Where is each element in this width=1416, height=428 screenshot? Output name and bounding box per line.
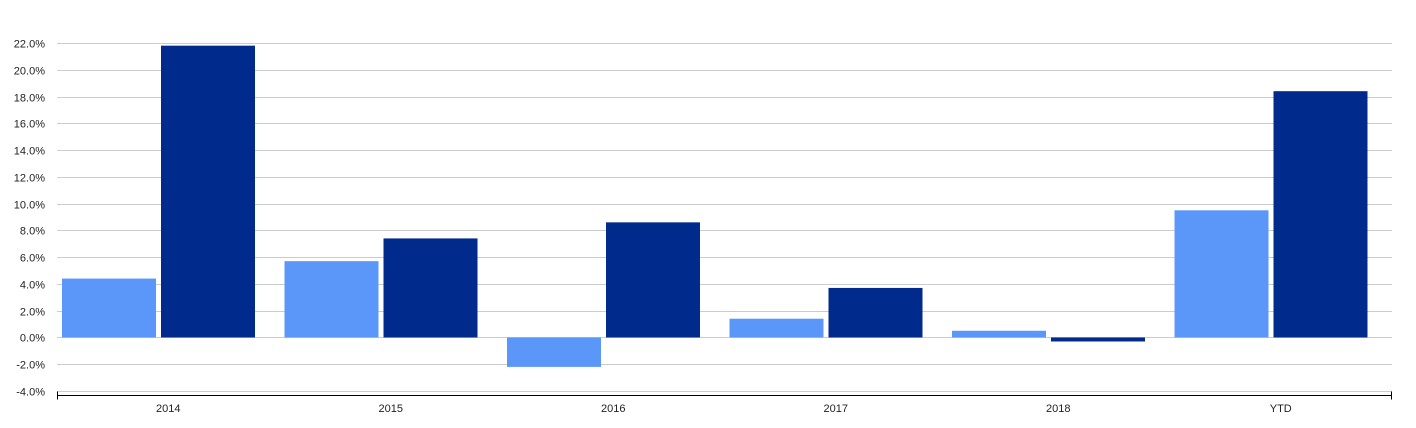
x-tick-label: 2017 bbox=[824, 403, 848, 415]
x-tick-label: YTD bbox=[1270, 403, 1292, 415]
x-tick-label: 2014 bbox=[156, 403, 180, 415]
bar-series-1-2014 bbox=[62, 278, 156, 338]
bar-series-2-2018 bbox=[1051, 337, 1145, 342]
gridlines bbox=[57, 43, 1392, 392]
y-tick-label: 14.0% bbox=[14, 146, 45, 158]
bars bbox=[62, 45, 1368, 367]
bar-series-2-2015 bbox=[383, 238, 478, 338]
bar-series-1-2017 bbox=[729, 318, 824, 338]
bar-series-2-2016 bbox=[606, 222, 700, 338]
bar-series-2-ytd bbox=[1273, 91, 1368, 338]
y-tick-label: 6.0% bbox=[20, 253, 45, 265]
y-tick-label: -2.0% bbox=[16, 360, 45, 372]
y-tick-label: 18.0% bbox=[14, 93, 45, 105]
y-tick-label: 10.0% bbox=[14, 200, 45, 212]
bar-series-1-2016 bbox=[507, 337, 601, 367]
y-tick-label: 4.0% bbox=[20, 280, 45, 292]
y-tick-label: 2.0% bbox=[20, 307, 45, 319]
y-tick-label: 12.0% bbox=[14, 173, 45, 185]
x-tick-label: 2016 bbox=[601, 403, 625, 415]
y-tick-label: 22.0% bbox=[14, 39, 45, 51]
bar-series-1-2018 bbox=[952, 330, 1046, 338]
y-tick-label: 20.0% bbox=[14, 66, 45, 78]
bar-series-1-2015 bbox=[284, 261, 379, 338]
bar-series-1-ytd bbox=[1174, 210, 1269, 338]
y-axis-tick-labels: 22.0% 20.0% 18.0% 16.0% 14.0% 12.0% 10.0% 8.0% 6… bbox=[14, 39, 45, 399]
y-tick-label: -4.0% bbox=[16, 387, 45, 399]
y-tick-label: 8.0% bbox=[20, 226, 45, 238]
bar-series-2-2017 bbox=[828, 287, 923, 338]
x-tick-label: 2015 bbox=[379, 403, 403, 415]
x-tick-label: 2018 bbox=[1046, 403, 1070, 415]
y-tick-label: 0.0% bbox=[20, 333, 45, 345]
y-tick-label: 16.0% bbox=[14, 119, 45, 131]
x-axis bbox=[57, 391, 1392, 400]
bar-series-2-2014 bbox=[161, 45, 255, 338]
x-axis-tick-labels: 2014 2015 2016 2017 2018 YTD bbox=[156, 403, 1292, 415]
